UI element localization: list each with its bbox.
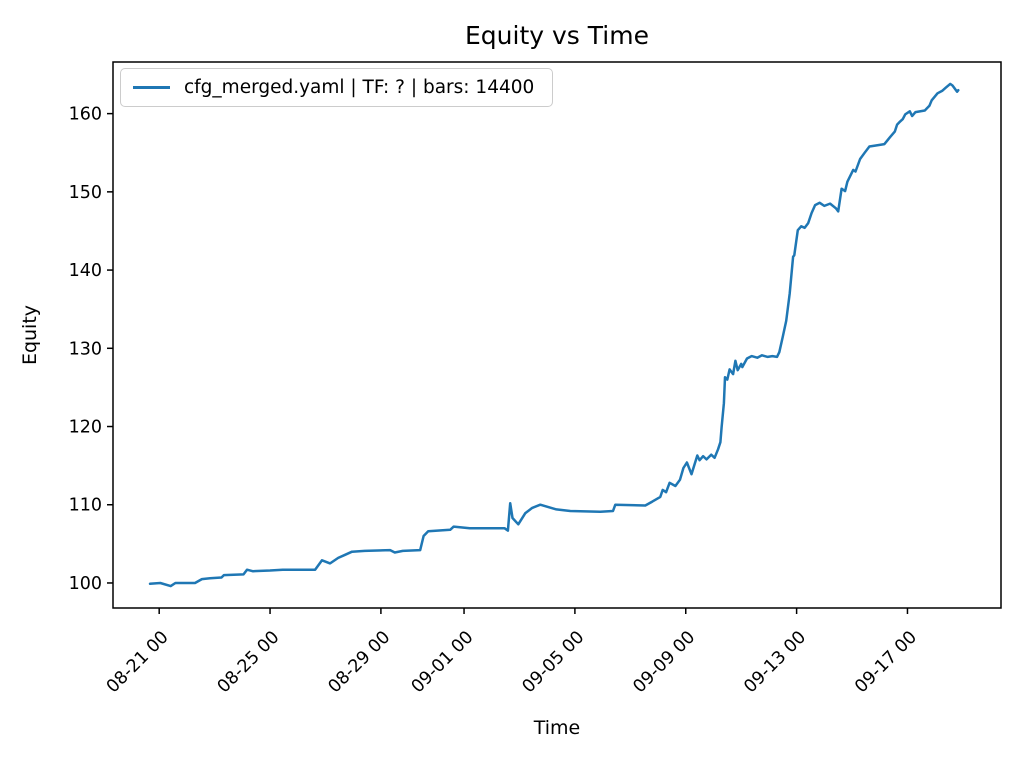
y-tick-label: 120 — [69, 418, 102, 438]
x-tick-label: 09-05 00 — [519, 627, 589, 697]
y-tick-label: 130 — [69, 339, 102, 359]
y-axis-label: Equity — [19, 304, 41, 366]
x-tick-label: 08-29 00 — [325, 627, 395, 697]
x-tick-label: 08-21 00 — [103, 627, 173, 697]
y-tick-label: 150 — [69, 183, 102, 203]
y-tick-label: 160 — [69, 105, 102, 125]
chart-title: Equity vs Time — [465, 21, 649, 50]
y-tick-label: 110 — [69, 496, 102, 516]
y-tick-label: 140 — [69, 261, 102, 281]
legend-line-swatch — [133, 86, 170, 89]
x-tick-label: 09-09 00 — [630, 627, 700, 697]
x-tick-label: 09-13 00 — [740, 627, 810, 697]
equity-line — [148, 82, 960, 588]
x-tick-label: 09-17 00 — [851, 627, 921, 697]
x-tick-label: 08-25 00 — [214, 627, 284, 697]
plot-spines — [112, 61, 1002, 609]
y-tick-label: 100 — [69, 574, 102, 594]
legend-label: cfg_merged.yaml | TF: ? | bars: 14400 — [184, 77, 535, 98]
x-axis-label: Time — [533, 717, 581, 739]
x-tick-label: 09-01 00 — [408, 627, 478, 697]
legend: cfg_merged.yaml | TF: ? | bars: 14400 — [120, 68, 554, 107]
